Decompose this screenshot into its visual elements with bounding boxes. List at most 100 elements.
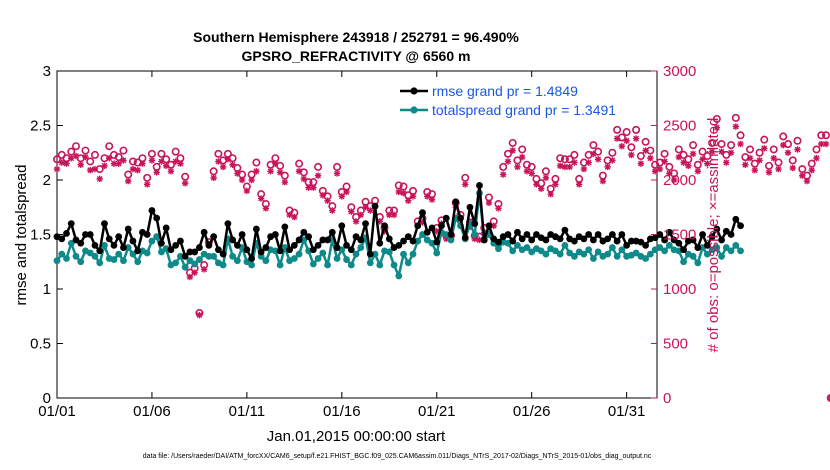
rmse-point bbox=[186, 248, 194, 256]
rmse-point bbox=[319, 236, 327, 244]
obs-possible-marker bbox=[636, 152, 645, 161]
obs-assimilated-marker bbox=[618, 143, 626, 150]
rmse-point bbox=[480, 236, 488, 244]
obs-assimilated-marker bbox=[72, 152, 80, 160]
obs-assimilated-marker bbox=[485, 199, 493, 207]
rmse-point bbox=[442, 214, 450, 222]
obs-assimilated-marker bbox=[637, 160, 645, 167]
rmse-point bbox=[67, 220, 75, 228]
spread-point bbox=[191, 260, 199, 268]
obs-assimilated-marker bbox=[827, 395, 830, 401]
obs-assimilated-marker bbox=[566, 163, 573, 171]
spread-point bbox=[732, 242, 740, 249]
obs-assimilated-marker bbox=[799, 172, 806, 179]
obs-assimilated-marker bbox=[661, 158, 668, 165]
obs-possible-marker bbox=[689, 141, 698, 150]
obs-possible-marker bbox=[114, 153, 123, 162]
rmse-point bbox=[627, 237, 635, 245]
obs-assimilated-marker bbox=[390, 211, 398, 219]
rmse-point bbox=[400, 237, 407, 245]
obs-possible-marker bbox=[570, 150, 579, 159]
rmse-point bbox=[618, 231, 626, 238]
obs-assimilated-marker bbox=[186, 273, 194, 281]
spread-point bbox=[58, 250, 66, 258]
obs-assimilated-marker bbox=[281, 178, 289, 186]
obs-possible-marker bbox=[90, 150, 99, 159]
spread-point bbox=[229, 252, 237, 260]
rmse-point bbox=[670, 236, 678, 244]
x-tick-label: 01/21 bbox=[418, 403, 456, 420]
spread-point bbox=[718, 252, 725, 260]
spread-point bbox=[158, 248, 165, 256]
y-tick-label-right: 3000 bbox=[663, 63, 696, 80]
obs-assimilated-marker bbox=[803, 177, 811, 185]
rmse-point bbox=[594, 231, 602, 238]
rmse-point bbox=[495, 238, 502, 246]
obs-assimilated-marker bbox=[590, 150, 597, 158]
obs-possible-marker bbox=[608, 148, 617, 157]
obs-assimilated-marker bbox=[694, 168, 702, 175]
rmse-point bbox=[694, 244, 702, 251]
rmse-point bbox=[651, 234, 659, 242]
obs-possible-marker bbox=[541, 167, 550, 176]
obs-assimilated-marker bbox=[215, 158, 222, 165]
y-tick-label-left: 2 bbox=[43, 172, 51, 189]
obs-possible-marker bbox=[513, 156, 522, 165]
spread-point bbox=[129, 250, 137, 258]
rmse-point bbox=[642, 242, 650, 249]
rmse-point bbox=[675, 239, 683, 247]
obs-assimilated-marker bbox=[632, 135, 640, 142]
rmse-point bbox=[613, 237, 621, 245]
spread-point bbox=[400, 250, 407, 258]
spread-point bbox=[290, 255, 298, 262]
obs-assimilated-marker bbox=[585, 159, 592, 166]
obs-assimilated-marker bbox=[542, 174, 550, 182]
obs-assimilated-marker bbox=[362, 204, 369, 211]
spread-point bbox=[314, 255, 322, 262]
obs-assimilated-marker bbox=[229, 161, 236, 168]
obs-possible-marker bbox=[727, 141, 736, 150]
legend: rmse grand pr = 1.4849 totalspread grand… bbox=[400, 83, 616, 118]
obs-assimilated-marker bbox=[604, 163, 611, 171]
obs-possible-marker bbox=[124, 170, 133, 179]
spread-point bbox=[91, 252, 99, 260]
rmse-point bbox=[504, 231, 512, 238]
x-axis-label: Jan.01,2015 00:00:00 start bbox=[267, 428, 446, 445]
obs-assimilated-marker bbox=[424, 193, 431, 200]
obs-possible-marker bbox=[105, 142, 114, 151]
rmse-point bbox=[457, 214, 464, 222]
rmse-point bbox=[196, 244, 203, 251]
y-tick-label-right: 2500 bbox=[663, 118, 696, 135]
rmse-point bbox=[286, 246, 293, 254]
rmse-point bbox=[637, 238, 645, 246]
obs-assimilated-marker bbox=[737, 140, 744, 148]
rmse-point bbox=[324, 236, 331, 244]
obs-possible-marker bbox=[703, 152, 712, 161]
spread-point bbox=[561, 242, 569, 249]
rmse-point bbox=[362, 220, 369, 228]
obs-assimilated-marker bbox=[556, 162, 564, 170]
y-tick-label-right: 0 bbox=[663, 390, 671, 407]
rmse-point bbox=[713, 225, 721, 233]
rmse-point bbox=[580, 235, 588, 243]
spread-point bbox=[319, 249, 327, 257]
obs-assimilated-marker bbox=[148, 157, 156, 164]
obs-assimilated-marker bbox=[243, 187, 251, 195]
spread-point bbox=[177, 252, 184, 260]
spread-point bbox=[300, 236, 308, 244]
spread-point bbox=[447, 236, 455, 244]
obs-possible-marker bbox=[627, 143, 636, 152]
obs-assimilated-marker bbox=[305, 184, 312, 191]
rmse-point bbox=[366, 250, 374, 258]
spread-point bbox=[566, 249, 574, 257]
spread-point bbox=[665, 242, 673, 249]
obs-assimilated-marker bbox=[101, 162, 108, 170]
obs-assimilated-marker bbox=[547, 190, 554, 198]
obs-possible-marker bbox=[774, 158, 783, 167]
rmse-point bbox=[148, 207, 156, 214]
rmse-point bbox=[96, 247, 104, 255]
obs-possible-marker bbox=[674, 145, 683, 154]
chart-title-line2: GPSRO_REFRACTIVITY @ 6560 m bbox=[242, 48, 471, 64]
rmse-point bbox=[181, 252, 189, 260]
rmse-point bbox=[120, 244, 127, 251]
